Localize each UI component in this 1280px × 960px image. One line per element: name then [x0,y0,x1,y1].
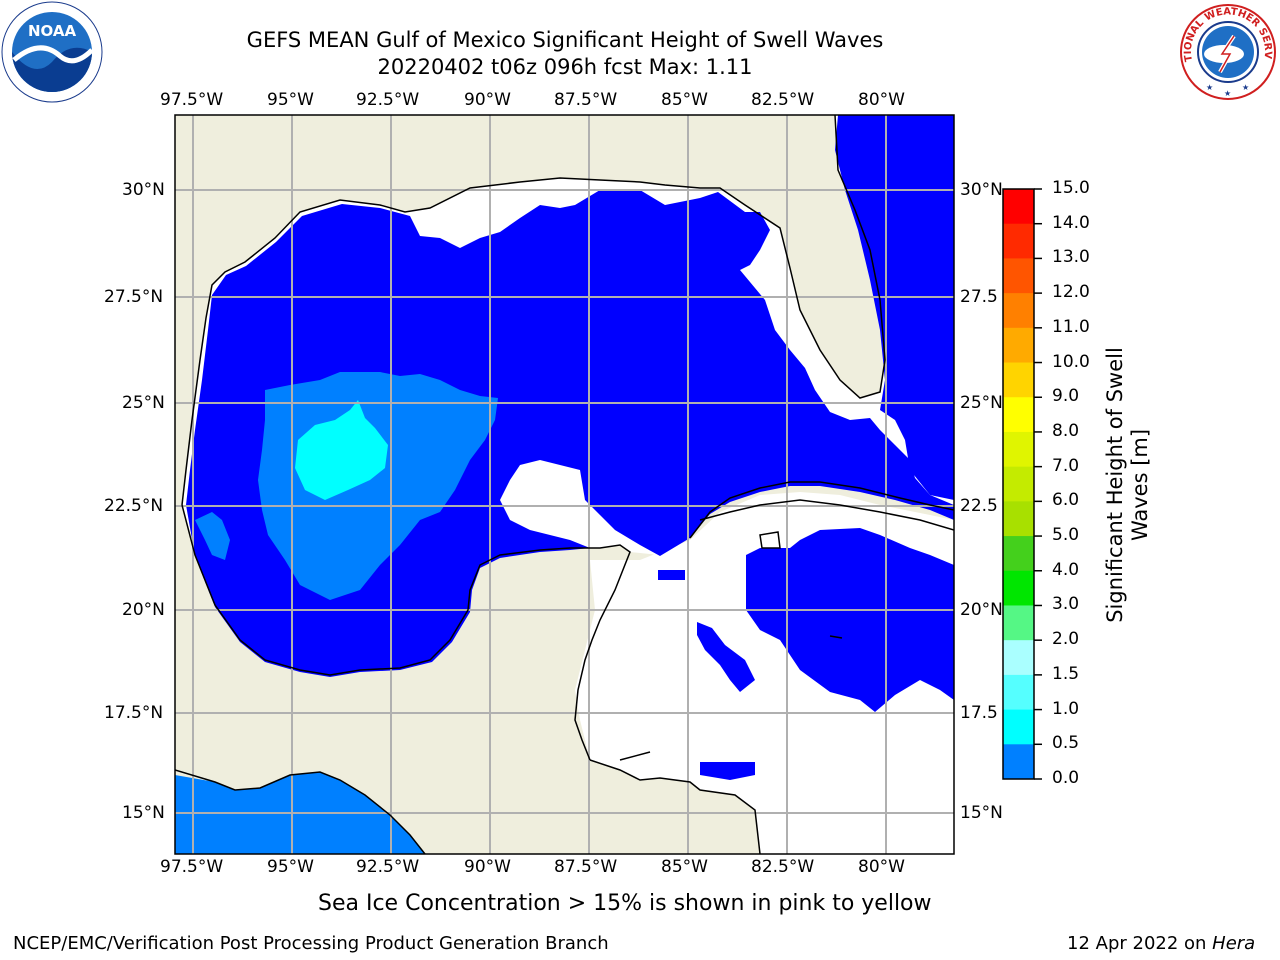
swell-band-caribbean [746,528,954,712]
colorbar-segment [1003,362,1034,398]
colorbar-tick-label: 11.0 [1052,316,1090,337]
noaa-logo: NOAA [1,1,103,103]
colorbar-tick-label: 1.0 [1052,698,1080,719]
colorbar-title-line2: Waves [m] [1128,428,1152,542]
colorbar [1002,188,1042,780]
colorbar-tick-label: 1.5 [1052,663,1080,684]
footer-left: NCEP/EMC/Verification Post Processing Pr… [13,933,609,954]
colorbar-segment [1003,466,1034,502]
map-frame [174,114,955,855]
colorbar-segment [1003,536,1034,572]
colorbar-tick-label: 10.0 [1052,351,1090,372]
svg-text:★: ★ [1206,83,1213,92]
lat-tick-left: 27.5°N [104,287,164,307]
lat-tick-left: 20°N [122,600,165,620]
noaa-logo-text: NOAA [28,22,77,40]
lon-tick-top: 97.5°W [160,90,224,110]
lat-tick-right: 20°N [960,600,1003,620]
lon-tick-bottom: 97.5°W [160,857,224,877]
swell-band-1-15 [295,400,388,500]
lat-tick-left: 22.5°N [104,496,164,516]
colorbar-tick-label: 8.0 [1052,420,1080,441]
lat-tick-right: 15°N [960,803,1003,823]
nws-logo: NATIONAL WEATHER SERVICE ★ ★ ★ [1176,2,1276,100]
svg-text:★: ★ [1224,89,1231,98]
map-gridlines [175,115,954,854]
lat-tick-right: 22.5 [960,496,998,516]
lat-tick-right: 25°N [960,393,1003,413]
lat-tick-right: 30°N [960,180,1003,200]
colorbar-segment [1003,258,1034,294]
lat-tick-left: 30°N [122,180,165,200]
colorbar-title-line1: Significant Height of Swell [1103,347,1127,623]
lat-tick-left: 25°N [122,393,165,413]
lon-tick-bottom: 90°W [464,857,511,877]
colorbar-tick-label: 0.0 [1052,768,1080,788]
swell-band-small-3 [658,570,685,580]
swell-band-small-2 [700,762,755,780]
colorbar-segment [1003,501,1034,537]
lon-tick-bottom: 82.5°W [751,857,815,877]
footer-machine: Hera [1212,933,1256,954]
colorbar-tick-label: 3.0 [1052,594,1080,615]
coastlines [175,115,954,854]
footer-right: 12 Apr 2022 on Hera [1067,933,1255,954]
colorbar-segment [1003,293,1034,329]
lat-tick-right: 17.5 [960,703,998,723]
swell-band-small [697,622,755,692]
colorbar-tick-label: 2.0 [1052,629,1080,650]
colorbar-segment [1003,223,1034,259]
colorbar-tick-label: 5.0 [1052,525,1080,546]
lon-tick-bottom: 92.5°W [356,857,420,877]
colorbar-tick-label: 4.0 [1052,559,1080,580]
lat-tick-right: 27.5 [960,287,998,307]
colorbar-tick-label: 7.0 [1052,455,1080,476]
colorbar-segment [1003,709,1034,745]
colorbar-tick-label: 12.0 [1052,282,1090,303]
lon-tick-top: 92.5°W [356,90,420,110]
lon-tick-top: 90°W [464,90,511,110]
colorbar-tick-label: 15.0 [1052,178,1090,198]
lon-tick-bottom: 85°W [661,857,708,877]
lon-tick-bottom: 95°W [267,857,314,877]
lon-tick-bottom: 80°W [858,857,905,877]
footer-date: 12 Apr 2022 on [1067,933,1213,954]
colorbar-segment [1003,605,1034,641]
colorbar-tick-label: 0.5 [1052,733,1080,754]
swell-band-05-1-west [195,512,230,560]
colorbar-segment [1003,431,1034,468]
colorbar-segment [1003,570,1034,606]
chart-title: GEFS MEAN Gulf of Mexico Significant Hei… [246,28,884,52]
colorbar-tick-label: 13.0 [1052,247,1090,268]
colorbar-segment [1003,674,1034,711]
lon-tick-top: 82.5°W [751,90,815,110]
colorbar-tick-label: 6.0 [1052,490,1080,511]
colorbar-segment [1003,189,1034,225]
chart-subtitle: 20220402 t06z 096h fcst Max: 1.11 [377,55,753,79]
lon-tick-top: 85°W [661,90,708,110]
lat-tick-left: 17.5°N [104,703,164,723]
lon-tick-top: 87.5°W [554,90,618,110]
colorbar-segment [1003,640,1034,676]
colorbar-tick-label: 9.0 [1052,386,1080,407]
sea-ice-note: Sea Ice Concentration > 15% is shown in … [318,891,932,916]
lon-tick-top: 80°W [858,90,905,110]
lat-tick-left: 15°N [122,803,165,823]
lon-tick-bottom: 87.5°W [554,857,618,877]
svg-text:★: ★ [1242,83,1249,92]
colorbar-segment [1003,744,1034,780]
colorbar-segment [1003,397,1034,433]
lon-tick-top: 95°W [267,90,314,110]
colorbar-tick-label: 14.0 [1052,212,1090,233]
colorbar-segment [1003,327,1034,364]
